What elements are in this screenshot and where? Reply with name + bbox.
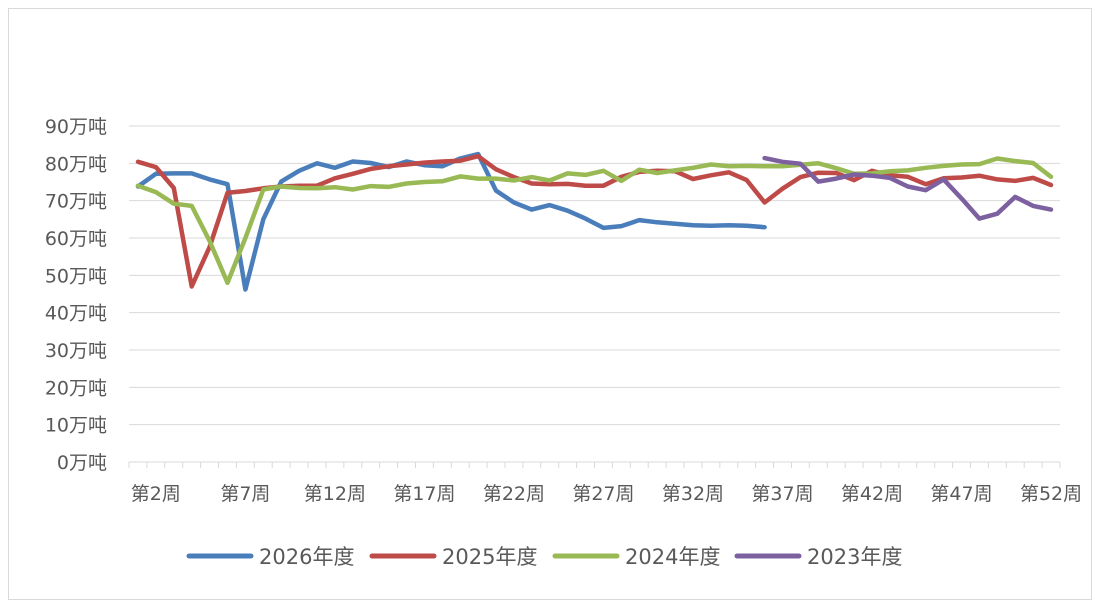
y-tick-label: 80万吨	[45, 153, 107, 175]
series-line-4	[762, 155, 1054, 221]
series-lines	[135, 151, 1054, 292]
x-tick-label: 第12周	[304, 483, 366, 505]
legend-label: 2023年度	[807, 545, 902, 569]
y-tick-label: 70万吨	[45, 191, 107, 213]
y-tick-label: 10万吨	[45, 415, 107, 437]
x-tick-label: 第2周	[131, 483, 181, 505]
x-tick-label: 第32周	[662, 483, 724, 505]
y-tick-label: 50万吨	[45, 265, 107, 287]
x-tick-label: 第7周	[220, 483, 270, 505]
legend-label: 2025年度	[442, 545, 537, 569]
x-tick-label: 第42周	[841, 483, 903, 505]
y-tick-label: 30万吨	[45, 340, 107, 362]
x-axis-labels: 第2周 第7周 第12周 第17周 第22周 第27周 第32周 第37周 第42周 第47周 第5…	[131, 483, 1082, 505]
y-tick-label: 60万吨	[45, 228, 107, 250]
legend: 2026年度 2025年度 2024年度 2023年度	[186, 545, 902, 569]
x-tick-label: 第37周	[751, 483, 813, 505]
y-axis-labels: 0万吨 10万吨 20万吨 30万吨 40万吨 50万吨 60万吨 70万吨 80万吨 90万吨	[45, 116, 107, 474]
y-tick-label: 90万吨	[45, 116, 107, 138]
y-tick-label: 40万吨	[45, 303, 107, 325]
y-tick-label: 20万吨	[45, 377, 107, 399]
x-tick-label: 第27周	[572, 483, 634, 505]
x-tick-label: 第17周	[393, 483, 455, 505]
x-tick-label: 第47周	[930, 483, 992, 505]
series-line-3	[135, 156, 1054, 286]
x-tick-label: 第52周	[1020, 483, 1082, 505]
legend-label: 2026年度	[259, 545, 354, 569]
legend-label: 2024年度	[625, 545, 720, 569]
x-axis	[128, 461, 1061, 468]
chart-frame	[8, 8, 1092, 600]
gridlines	[129, 125, 1060, 426]
x-tick-label: 第22周	[483, 483, 545, 505]
y-tick-label: 0万吨	[57, 452, 107, 474]
